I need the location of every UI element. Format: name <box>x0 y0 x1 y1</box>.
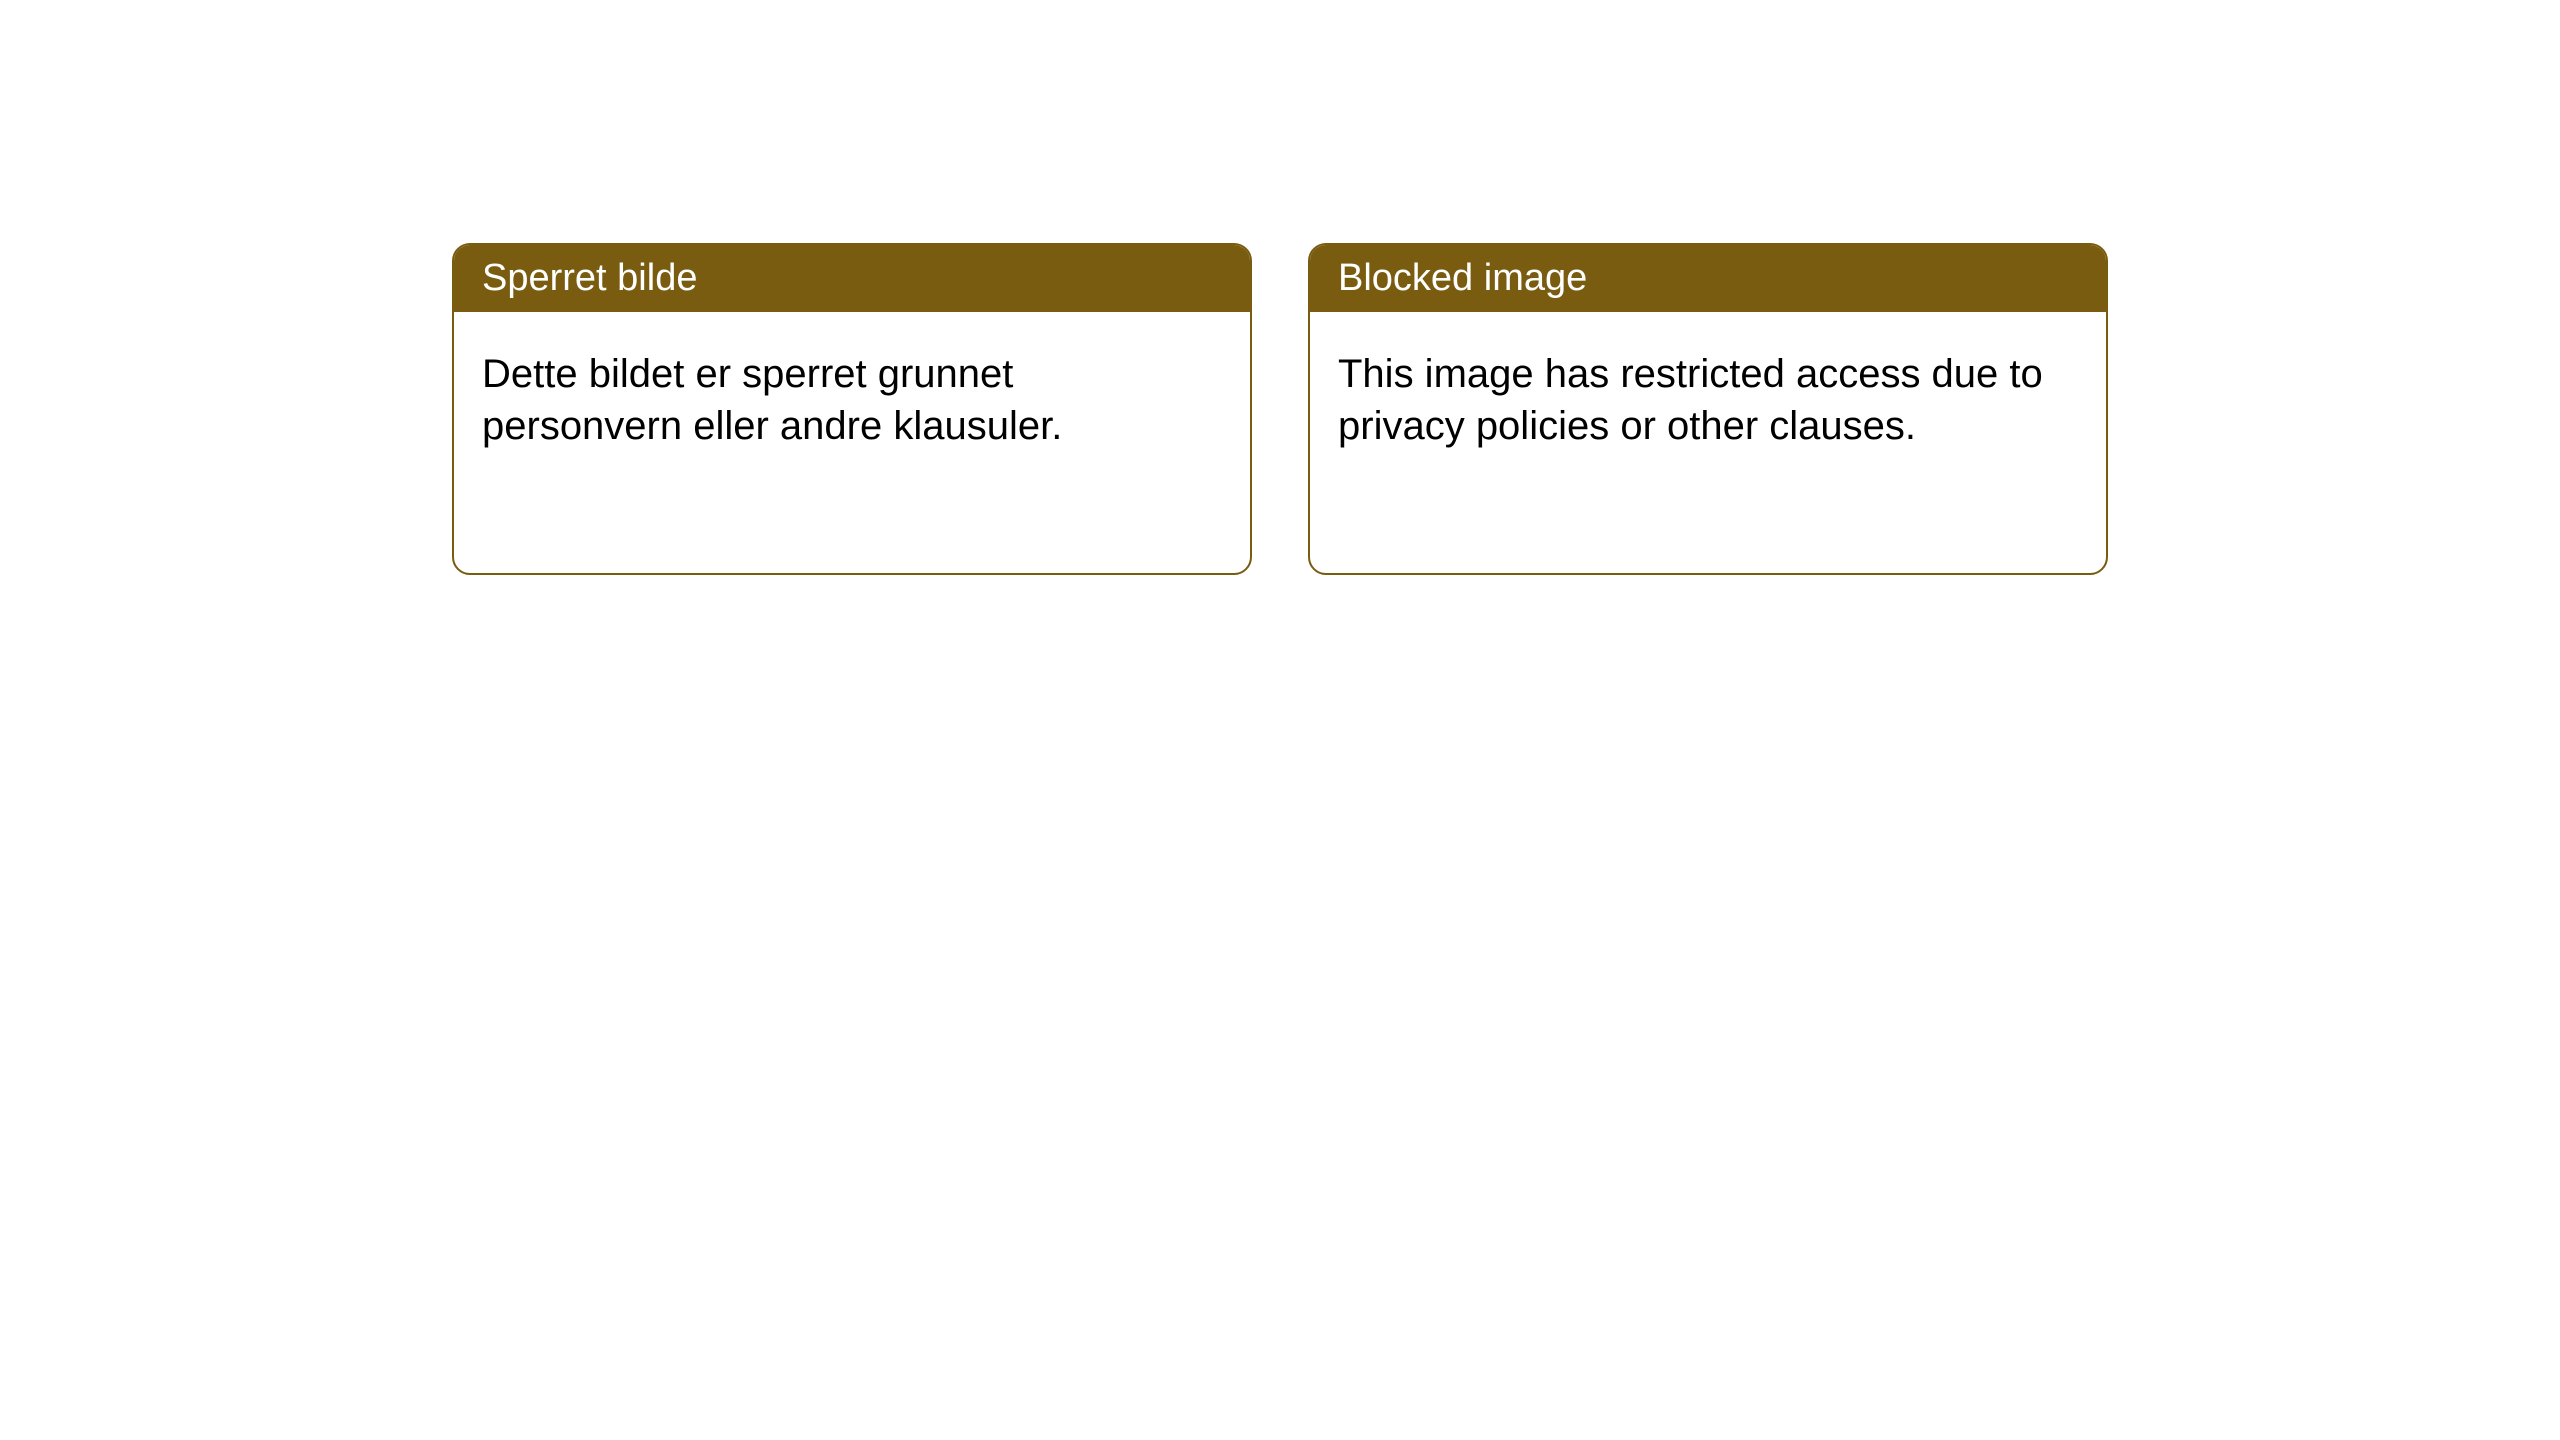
notice-card-norwegian: Sperret bilde Dette bildet er sperret gr… <box>452 243 1252 575</box>
notice-body: This image has restricted access due to … <box>1310 312 2106 488</box>
notice-card-english: Blocked image This image has restricted … <box>1308 243 2108 575</box>
notice-body: Dette bildet er sperret grunnet personve… <box>454 312 1250 488</box>
notice-header: Sperret bilde <box>454 245 1250 312</box>
notice-header: Blocked image <box>1310 245 2106 312</box>
notice-container: Sperret bilde Dette bildet er sperret gr… <box>452 243 2108 1440</box>
